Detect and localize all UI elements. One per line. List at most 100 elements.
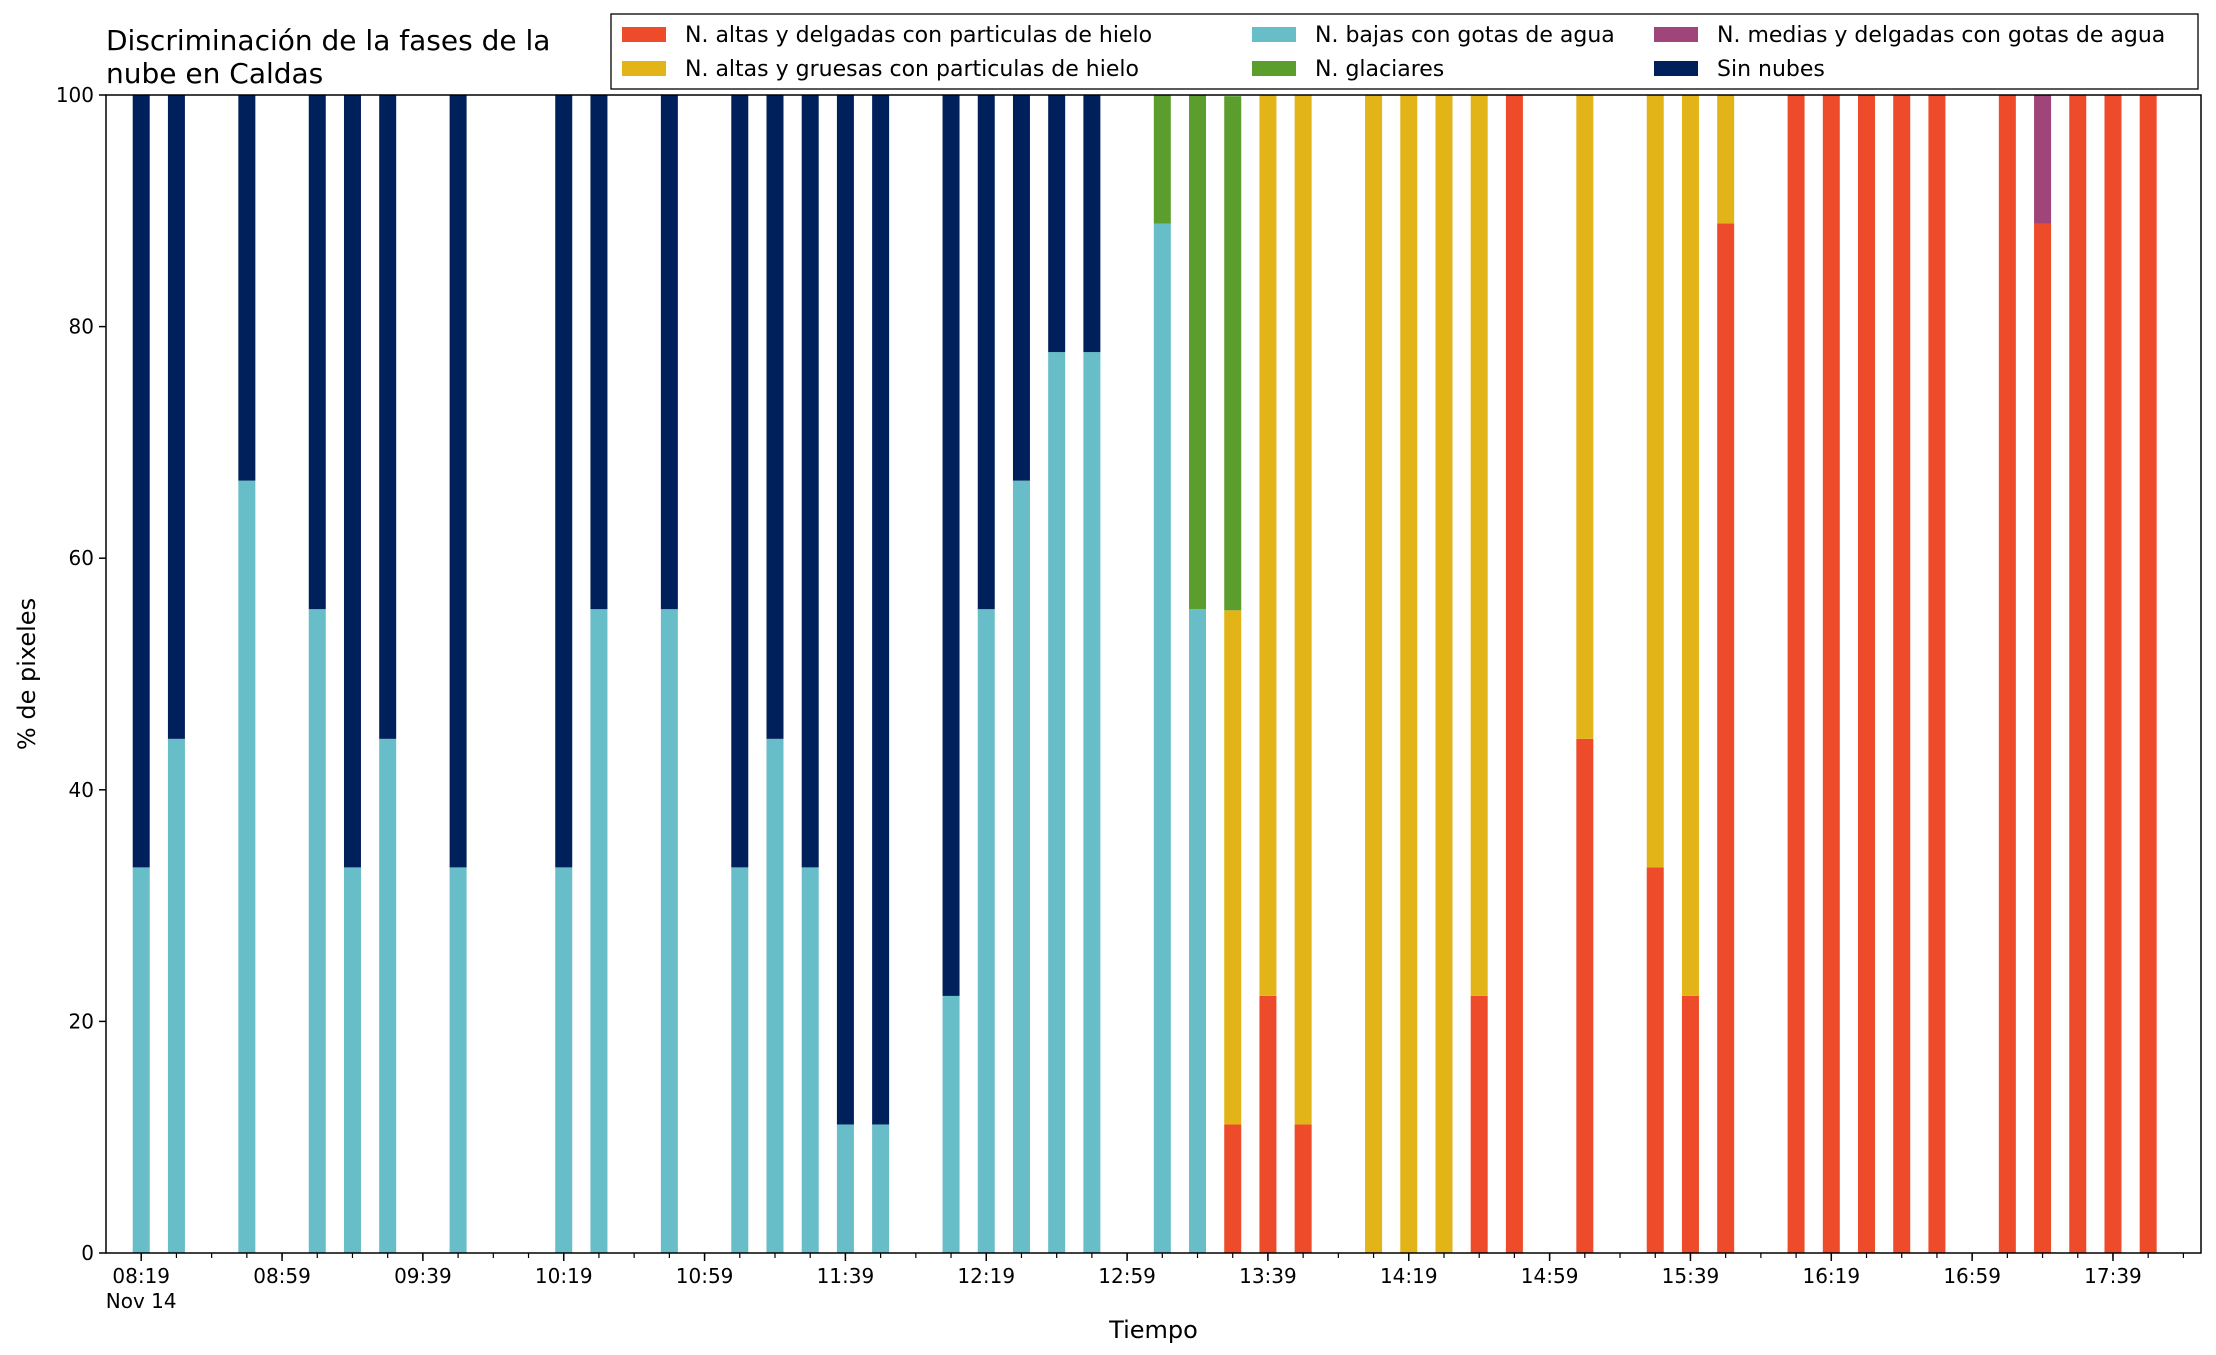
bar-segment-low-water: [801, 867, 819, 1253]
bar-segment-low-water: [1083, 352, 1101, 1253]
bar-stack: [1400, 95, 1418, 1253]
bar-segment-clear: [1048, 95, 1066, 353]
bar-segment-glacial: [1153, 95, 1171, 224]
bar-segment-clear: [977, 95, 995, 610]
bar-stack: [308, 95, 326, 1253]
bar-stack: [1048, 95, 1066, 1253]
bar-stack: [238, 95, 256, 1253]
bar-segment-clear: [379, 95, 397, 739]
chart-title-line-2: nube en Caldas: [106, 57, 323, 90]
bar-stack: [1470, 95, 1488, 1253]
bar-stack: [2069, 95, 2087, 1253]
bar-segment-clear: [449, 95, 467, 868]
bar-segment-thick-ice: [1224, 610, 1242, 1125]
bar-segment-glacial: [1224, 96, 1242, 611]
bar-stack: [1893, 95, 1911, 1253]
bar-stack: [766, 95, 784, 1253]
bar-segment-thick-ice: [1576, 95, 1594, 739]
bar-segment-low-water: [872, 1124, 890, 1253]
bar-segment-clear: [872, 95, 890, 1125]
bar-stack: [132, 95, 150, 1253]
bar-stack: [1998, 95, 2016, 1253]
bar-stack: [379, 95, 397, 1253]
bar-segment-low-water: [942, 995, 960, 1253]
bar-segment-thick-ice: [1717, 95, 1735, 224]
x-tick-label: 12:59: [1098, 1264, 1156, 1288]
bar-segment-thin-ice: [1893, 95, 1911, 1253]
bar-segment-thick-ice: [1400, 95, 1418, 1253]
bar-stack: [1259, 95, 1277, 1253]
bar-stack: [801, 95, 819, 1253]
legend-entry: N. altas y delgadas con particulas de hi…: [622, 23, 1152, 48]
bar-segment-clear: [343, 95, 361, 868]
bar-segment-low-water: [308, 609, 326, 1253]
bar-segment-thin-ice: [2139, 95, 2157, 1253]
y-tick-label: 80: [69, 315, 94, 339]
y-tick-label: 100: [56, 83, 94, 107]
x-tick-label: 11:39: [817, 1264, 875, 1288]
legend-label: N. bajas con gotas de agua: [1315, 23, 1615, 48]
y-tick-label: 20: [69, 1009, 94, 1033]
bar-segment-low-water: [766, 738, 784, 1253]
y-axis: 0 20 40 60 80 100: [56, 83, 106, 1265]
x-tick-label: 16:59: [1943, 1264, 2001, 1288]
x-tick-label: 09:39: [394, 1264, 452, 1288]
legend-swatch: [622, 27, 666, 42]
bar-stack: [2034, 95, 2052, 1254]
bar-segment-thick-ice: [1365, 95, 1383, 1253]
bar-stack: [1435, 95, 1453, 1253]
bar-stack: [731, 95, 749, 1253]
bar-segment-low-water: [555, 867, 573, 1253]
bar-segment-thin-ice: [1646, 867, 1664, 1253]
bar-segment-low-water: [1012, 480, 1030, 1253]
bar-segment-low-water: [590, 609, 608, 1253]
legend-label: N. glaciares: [1315, 57, 1444, 82]
bar-stack: [1858, 95, 1876, 1253]
bar-segment-thin-ice: [1505, 95, 1523, 1253]
bar-stack: [660, 95, 678, 1253]
x-tick-label: 12:19: [957, 1264, 1015, 1288]
bar-segment-clear: [555, 95, 573, 868]
legend-swatch: [1654, 27, 1698, 42]
bar-segment-thin-ice: [1787, 95, 1805, 1253]
x-tick-label: 10:19: [535, 1264, 593, 1288]
bar-segment-thin-ice: [1717, 223, 1735, 1254]
bar-segment-clear: [132, 95, 150, 868]
legend-label: Sin nubes: [1717, 57, 1825, 82]
bar-segment-clear: [238, 95, 256, 481]
x-tick-label: 14:19: [1380, 1264, 1438, 1288]
bar-segment-thin-ice: [2104, 95, 2122, 1253]
x-tick-label: 16:19: [1802, 1264, 1860, 1288]
legend-swatch: [1252, 61, 1296, 76]
bar-segment-clear: [731, 95, 749, 868]
bar-segment-thin-ice: [1294, 1124, 1312, 1253]
bar-stack: [1787, 95, 1805, 1253]
bar-segment-thick-ice: [1681, 95, 1699, 996]
bar-segment-clear: [167, 95, 185, 739]
bar-segment-clear: [836, 95, 854, 1125]
legend-label: N. altas y delgadas con particulas de hi…: [685, 23, 1152, 48]
bar-segment-thin-ice: [2069, 95, 2087, 1253]
legend-label: N. altas y gruesas con particulas de hie…: [685, 57, 1139, 82]
bar-segment-thin-ice: [1470, 995, 1488, 1253]
bar-stack: [1822, 95, 1840, 1253]
bar-stack: [942, 95, 960, 1253]
bar-segment-clear: [1012, 95, 1030, 481]
bar-stack: [1153, 95, 1171, 1254]
bar-segment-thin-ice: [2034, 223, 2052, 1254]
y-tick-label: 60: [69, 546, 94, 570]
legend-swatch: [1654, 61, 1698, 76]
x-tick-label: 08:59: [253, 1264, 311, 1288]
legend-entry: Sin nubes: [1654, 57, 1825, 82]
plot-area: [132, 95, 2157, 1254]
bar-segment-thin-ice: [1576, 738, 1594, 1253]
bar-segment-low-water: [731, 867, 749, 1253]
x-tick-date-label: Nov 14: [106, 1289, 177, 1313]
bar-segment-low-water: [167, 738, 185, 1253]
bar-stack: [872, 95, 890, 1253]
bar-stack: [449, 95, 467, 1253]
bar-stack: [2139, 95, 2157, 1253]
bar-segment-low-water: [1048, 352, 1066, 1253]
